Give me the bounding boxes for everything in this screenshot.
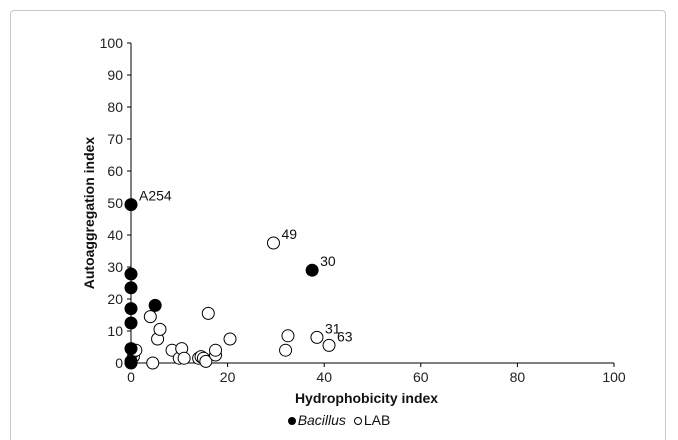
bacillus-point xyxy=(148,298,162,312)
bacillus-point xyxy=(124,356,138,370)
y-tick-label: 100 xyxy=(100,35,124,51)
y-tick-label: 30 xyxy=(107,259,123,275)
x-tick-label: 80 xyxy=(510,369,526,385)
y-tick-label: 90 xyxy=(107,67,123,83)
bacillus-point xyxy=(305,263,319,277)
data-points xyxy=(124,198,336,370)
legend-bacillus-label: Bacillus xyxy=(297,412,346,428)
point-annotation: 49 xyxy=(281,226,297,242)
point-annotation: 31 xyxy=(325,320,341,336)
bacillus-point xyxy=(124,281,138,295)
lab-point xyxy=(279,343,293,357)
bacillus-point xyxy=(124,342,138,356)
point-annotation: A254 xyxy=(139,188,172,204)
y-tick-label: 60 xyxy=(107,163,123,179)
y-tick-label: 50 xyxy=(107,195,123,211)
x-tick-label: 100 xyxy=(602,369,626,385)
legend: Bacillus LAB xyxy=(0,412,678,428)
bacillus-point xyxy=(124,316,138,330)
x-axis-title: Hydrophobicity index xyxy=(295,390,438,406)
x-ticks: 0 20 40 60 80 100 xyxy=(127,363,626,385)
lab-point xyxy=(281,329,295,343)
lab-point xyxy=(143,310,157,324)
lab-point xyxy=(209,343,223,357)
bacillus-marker-icon xyxy=(287,417,296,426)
point-annotation: 63 xyxy=(337,328,353,344)
lab-point xyxy=(322,338,336,352)
y-tick-label: 20 xyxy=(107,291,123,307)
y-tick-label: 70 xyxy=(107,131,123,147)
y-tick-label: 40 xyxy=(107,227,123,243)
x-tick-label: 20 xyxy=(220,369,236,385)
lab-point xyxy=(177,351,191,365)
bacillus-point xyxy=(124,267,138,281)
legend-lab-label: LAB xyxy=(363,412,391,428)
y-ticks: 0 10 20 30 40 50 60 70 80 90 100 xyxy=(100,35,131,371)
bacillus-point xyxy=(124,302,138,316)
lab-point xyxy=(146,356,160,370)
point-annotation: 30 xyxy=(320,253,336,269)
lab-point xyxy=(266,236,280,250)
chart-frame xyxy=(10,10,666,440)
lab-marker-icon xyxy=(353,417,362,426)
y-axis-title: Autoaggregation index xyxy=(81,137,97,290)
y-tick-label: 10 xyxy=(107,323,123,339)
x-tick-label: 40 xyxy=(316,369,332,385)
lab-point xyxy=(201,306,215,320)
lab-point xyxy=(223,332,237,346)
x-tick-label: 60 xyxy=(413,369,429,385)
bacillus-point xyxy=(124,198,138,212)
y-tick-label: 0 xyxy=(115,355,123,371)
scatter-chart: 0 10 20 30 40 50 60 70 80 90 100 0 20 40 60 80 100 Hydr… xyxy=(81,35,626,406)
x-tick-label: 0 xyxy=(127,369,135,385)
lab-point xyxy=(153,322,167,336)
y-tick-label: 80 xyxy=(107,99,123,115)
lab-point xyxy=(199,354,213,368)
lab-point xyxy=(310,330,324,344)
